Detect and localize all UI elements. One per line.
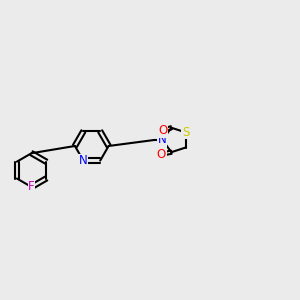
Text: N: N bbox=[79, 154, 88, 167]
Text: N: N bbox=[158, 134, 167, 146]
Text: O: O bbox=[157, 148, 166, 161]
Text: O: O bbox=[158, 124, 168, 137]
Text: F: F bbox=[28, 181, 35, 194]
Text: S: S bbox=[182, 126, 189, 139]
